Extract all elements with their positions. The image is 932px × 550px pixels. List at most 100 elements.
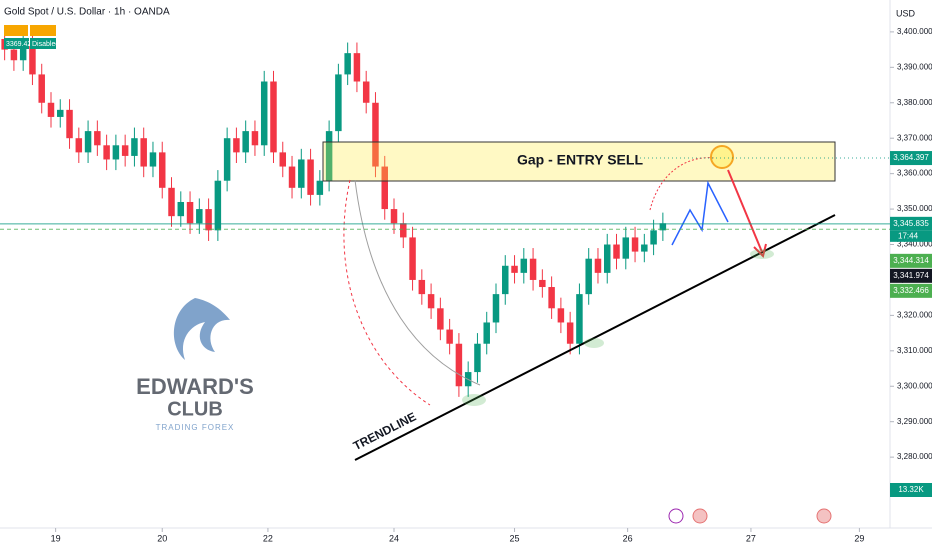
currency: USD bbox=[896, 8, 916, 18]
candle-body bbox=[186, 201, 194, 224]
y-tick-label: 3,290.000 bbox=[897, 417, 932, 426]
candle-body bbox=[566, 322, 574, 344]
price-badge-text: 3,345.835 bbox=[893, 219, 929, 228]
candle-body bbox=[288, 166, 296, 188]
y-tick-label: 3,350.000 bbox=[897, 204, 932, 213]
touch-marker bbox=[584, 338, 604, 348]
entry-circle bbox=[710, 145, 734, 169]
price-badge bbox=[890, 216, 932, 231]
candle-body bbox=[112, 145, 120, 160]
candle-body bbox=[140, 138, 147, 167]
y-tick-label: 3,390.000 bbox=[897, 62, 932, 71]
candle-body bbox=[251, 131, 259, 146]
candle-body bbox=[307, 159, 314, 195]
candle-body bbox=[298, 159, 305, 188]
candle-body bbox=[158, 152, 166, 188]
sell-arrow-head bbox=[753, 243, 767, 258]
event-icon bbox=[816, 508, 832, 524]
candle-body bbox=[659, 223, 667, 231]
candle-body bbox=[483, 322, 490, 344]
candle-body bbox=[223, 138, 231, 181]
candle-body bbox=[344, 53, 351, 75]
candle-body bbox=[400, 223, 407, 238]
candle-body bbox=[57, 109, 64, 117]
candle-body bbox=[214, 180, 222, 231]
candle-body bbox=[66, 109, 73, 139]
candle-body bbox=[103, 145, 110, 160]
candle-body bbox=[168, 187, 175, 217]
candle-body bbox=[38, 74, 45, 103]
logo-text: CLUB bbox=[167, 398, 223, 420]
candle-body bbox=[242, 131, 249, 153]
candle-body bbox=[316, 180, 324, 195]
candle-body bbox=[75, 138, 83, 153]
logo bbox=[173, 298, 230, 360]
gap-zone bbox=[322, 141, 836, 182]
logo-subtext: TRADING FOREX bbox=[156, 423, 235, 432]
y-tick-label: 3,340.000 bbox=[897, 240, 932, 249]
toolbar-button bbox=[30, 25, 56, 36]
plot bbox=[1, 28, 667, 397]
countdown-text: 17:44 bbox=[898, 231, 919, 240]
x-tick-label: 27 bbox=[746, 533, 756, 543]
candle-body bbox=[270, 81, 277, 153]
volume-badge bbox=[890, 483, 932, 497]
candle-body bbox=[177, 201, 185, 217]
volume-badge-text: 13.32K bbox=[898, 485, 924, 494]
candle-body bbox=[325, 131, 333, 181]
candle-body bbox=[502, 265, 509, 295]
price-badge-text: 3,364.397 bbox=[893, 153, 929, 162]
candle-body bbox=[641, 244, 648, 252]
sell-arrow bbox=[727, 169, 763, 253]
touch-marker bbox=[462, 394, 486, 406]
projection-arc bbox=[354, 179, 481, 386]
price-badge-text: 3,344.314 bbox=[893, 256, 929, 265]
candle-body bbox=[539, 279, 546, 288]
price-badge-text: 3,332.466 bbox=[893, 286, 929, 295]
x-tick-label: 22 bbox=[263, 533, 273, 543]
y-tick-label: 3,300.000 bbox=[897, 381, 932, 390]
y-tick-label: 3,400.000 bbox=[897, 27, 932, 36]
price-box bbox=[4, 38, 29, 49]
y-tick-label: 3,310.000 bbox=[897, 346, 932, 355]
candle-body bbox=[335, 74, 342, 132]
candle-body bbox=[205, 209, 212, 231]
candle-body bbox=[29, 46, 36, 75]
countdown-badge bbox=[890, 230, 932, 242]
x-tick-label: 24 bbox=[389, 533, 399, 543]
x-tick-label: 25 bbox=[510, 533, 520, 543]
candle-body bbox=[446, 329, 453, 344]
candle-body bbox=[650, 230, 657, 245]
status-box bbox=[30, 38, 56, 49]
price-badge bbox=[890, 268, 932, 283]
event-icon bbox=[692, 508, 708, 524]
status-text: Disabled bbox=[32, 41, 59, 48]
candle-body bbox=[437, 308, 444, 330]
candle-body bbox=[603, 244, 611, 273]
y-tick-label: 3,320.000 bbox=[897, 310, 932, 319]
price-box-text: 3369.42 bbox=[6, 41, 31, 48]
candle-body bbox=[279, 152, 287, 167]
candle-body bbox=[362, 81, 370, 103]
candle-body bbox=[19, 46, 27, 61]
candle-body bbox=[474, 343, 481, 373]
candle-body bbox=[233, 138, 240, 153]
x-tick-label: 19 bbox=[51, 533, 61, 543]
candle-body bbox=[557, 308, 565, 323]
x-tick-label: 20 bbox=[157, 533, 167, 543]
candle-body bbox=[613, 244, 620, 259]
candle-body bbox=[390, 209, 398, 224]
candle-body bbox=[10, 49, 18, 61]
candle-body bbox=[418, 279, 426, 295]
candle-body bbox=[622, 237, 630, 259]
price-badge bbox=[890, 151, 932, 166]
y-tick-label: 3,370.000 bbox=[897, 133, 932, 142]
projection-path bbox=[671, 180, 729, 246]
touch-marker bbox=[750, 249, 774, 259]
candle-body bbox=[520, 258, 528, 273]
candle-body bbox=[631, 237, 639, 252]
candle-body bbox=[409, 237, 416, 280]
candle-body bbox=[529, 258, 537, 280]
